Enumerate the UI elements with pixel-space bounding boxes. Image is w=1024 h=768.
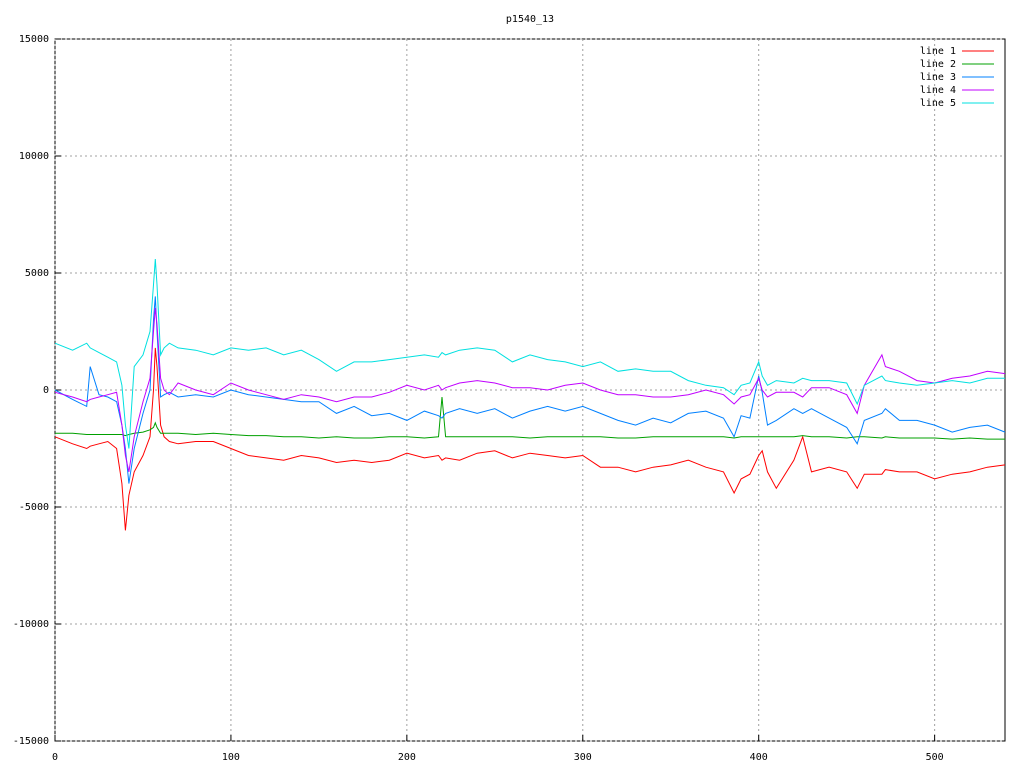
legend-label: line 3 (920, 72, 956, 83)
x-tick-label: 300 (574, 752, 592, 763)
x-tick-label: 0 (52, 752, 58, 763)
y-tick-label: -15000 (13, 736, 49, 747)
x-tick-label: 500 (926, 752, 944, 763)
data-line (55, 396, 1005, 440)
y-tick-label: 10000 (19, 151, 49, 162)
x-tick-label: 400 (750, 752, 768, 763)
legend-label: line 4 (920, 85, 956, 96)
data-line (54, 308, 1006, 473)
y-tick-label: -5000 (19, 502, 49, 513)
legend-label: line 5 (920, 98, 956, 109)
x-tick-label: 100 (222, 752, 240, 763)
y-tick-label: 0 (43, 385, 49, 396)
legend-label: line 2 (920, 59, 956, 70)
chart-title: p1540_13 (506, 14, 554, 25)
data-line (54, 347, 1006, 531)
y-tick-label: 15000 (19, 34, 49, 45)
x-tick-label: 200 (398, 752, 416, 763)
data-line (54, 258, 1005, 449)
y-tick-label: -10000 (13, 619, 49, 630)
y-tick-label: 5000 (25, 268, 49, 279)
legend-label: line 1 (920, 46, 956, 57)
